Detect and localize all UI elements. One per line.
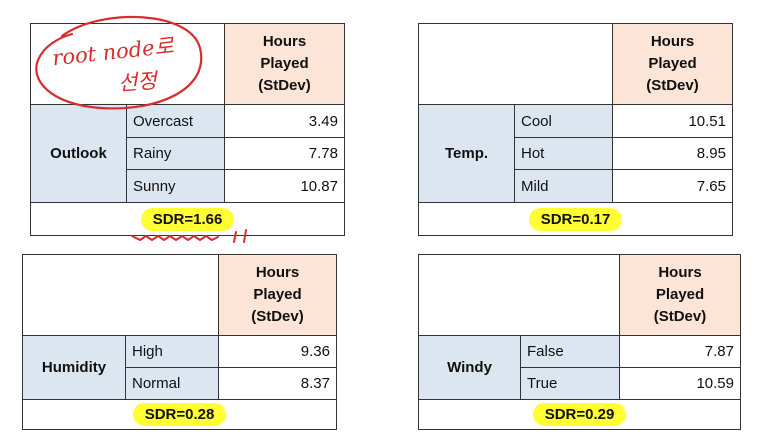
header-blank-cell xyxy=(418,23,613,105)
stdev-value: 7.87 xyxy=(619,335,741,368)
attribute-label: Windy xyxy=(418,335,521,400)
header-blank-cell xyxy=(418,254,620,336)
attribute-label: Temp. xyxy=(418,104,515,203)
hours-played-header: Hours Played (StDev) xyxy=(619,254,741,336)
temp-table: Hours Played (StDev) Temp. Cool 10.51 Hot … xyxy=(418,23,733,236)
stdev-value: 7.78 xyxy=(224,137,345,170)
value-label: Normal xyxy=(125,367,219,400)
value-label: Mild xyxy=(514,169,613,203)
sdr-cell: SDR=0.17 xyxy=(418,202,733,236)
value-label: False xyxy=(520,335,620,368)
value-label: Overcast xyxy=(126,104,225,138)
sdr-value: SDR=0.29 xyxy=(532,403,627,426)
annotation-text-line2: 선정 xyxy=(117,68,158,96)
stdev-value: 8.37 xyxy=(218,367,337,400)
stdev-value: 8.95 xyxy=(612,137,733,170)
value-label: High xyxy=(125,335,219,368)
value-label: Cool xyxy=(514,104,613,138)
sdr-value: SDR=0.28 xyxy=(132,403,227,426)
attribute-label: Outlook xyxy=(30,104,127,203)
hours-played-header: Hours Played (StDev) xyxy=(218,254,337,336)
header-blank-cell xyxy=(22,254,219,336)
humidity-table: Hours Played (StDev) Humidity High 9.36 No… xyxy=(22,254,337,430)
sdr-cell: SDR=0.28 xyxy=(22,399,337,430)
stdev-value: 10.51 xyxy=(612,104,733,138)
hours-played-header: Hours Played (StDev) xyxy=(224,23,345,105)
sdr-value: SDR=0.17 xyxy=(528,207,623,231)
sdr-cell: SDR=0.29 xyxy=(418,399,741,430)
value-label: Sunny xyxy=(126,169,225,203)
value-label: Rainy xyxy=(126,137,225,170)
windy-table: Hours Played (StDev) Windy False 7.87 True… xyxy=(418,254,741,430)
stdev-value: 10.87 xyxy=(224,169,345,203)
sdr-value: SDR=1.66 xyxy=(140,207,235,231)
stdev-value: 9.36 xyxy=(218,335,337,368)
value-label: Hot xyxy=(514,137,613,170)
stdev-value: 3.49 xyxy=(224,104,345,138)
sdr-cell: SDR=1.66 xyxy=(30,202,345,236)
stdev-value: 10.59 xyxy=(619,367,741,400)
hours-played-header: Hours Played (StDev) xyxy=(612,23,733,105)
stdev-value: 7.65 xyxy=(612,169,733,203)
value-label: True xyxy=(520,367,620,400)
attribute-label: Humidity xyxy=(22,335,126,400)
